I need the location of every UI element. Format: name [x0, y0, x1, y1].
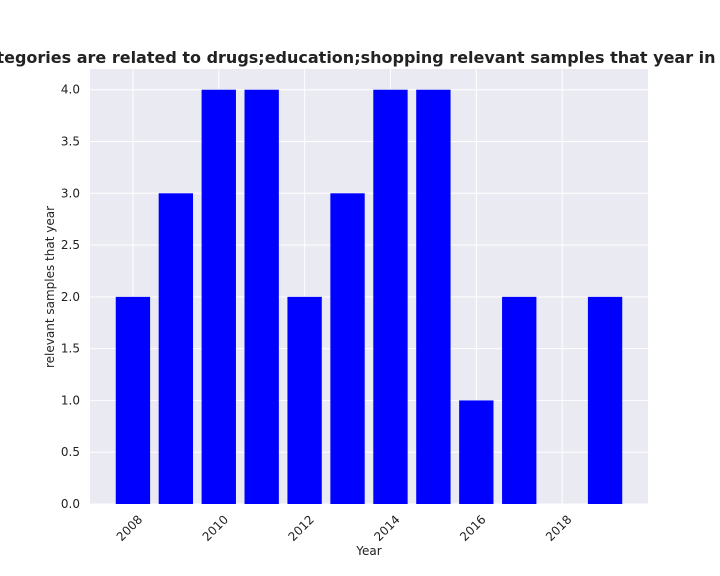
- x-tick-label: 2008: [114, 512, 145, 543]
- y-tick-label: 1.0: [61, 393, 80, 407]
- bar-2015: [416, 89, 451, 504]
- x-axis-label: Year: [355, 544, 381, 558]
- y-axis-label: relevant samples that year: [43, 206, 57, 368]
- x-tick-label: 2010: [200, 512, 231, 543]
- y-tick-label: 3.5: [61, 135, 80, 149]
- x-tick-labels: 2008 2010 2012 2014 2016 2018: [114, 512, 575, 543]
- bar-2009: [158, 193, 194, 505]
- bar-2016: [459, 400, 494, 504]
- y-tick-label: 1.5: [61, 342, 80, 356]
- y-tick-label: 0.5: [61, 445, 80, 459]
- y-tick-label: 4.0: [61, 83, 80, 97]
- chart-title: How many categories are related to drugs…: [0, 48, 720, 67]
- bar-2017: [502, 296, 537, 504]
- bar-2014: [373, 89, 408, 504]
- y-tick-labels: 0.0 0.5 1.0 1.5 2.0 2.5 3.0 3.5 4.0: [61, 83, 80, 511]
- x-tick-label: 2016: [457, 512, 488, 543]
- bar-2012: [287, 296, 322, 504]
- bars: [115, 89, 623, 505]
- x-tick-label: 2012: [285, 512, 316, 543]
- bar-2013: [330, 193, 365, 505]
- bar-2019: [587, 296, 623, 504]
- y-tick-label: 2.0: [61, 290, 80, 304]
- x-tick-label: 2018: [543, 512, 574, 543]
- x-tick-label: 2014: [371, 512, 402, 543]
- y-tick-label: 2.5: [61, 238, 80, 252]
- y-tick-label: 0.0: [61, 497, 80, 511]
- y-tick-label: 3.0: [61, 186, 80, 200]
- bar-2011: [244, 89, 279, 504]
- bar-2008: [115, 296, 151, 504]
- bar-2010: [201, 89, 236, 504]
